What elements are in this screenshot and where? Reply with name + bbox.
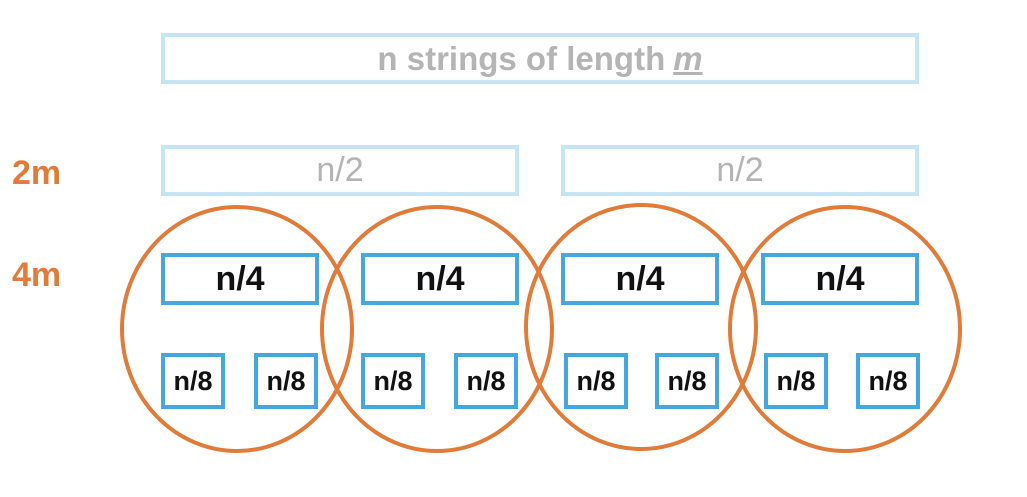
group-circle-1 <box>120 205 354 453</box>
quarter-box-3: n/4 <box>561 253 719 305</box>
group-circle-4 <box>728 205 962 453</box>
quarter-box-1: n/4 <box>161 253 319 305</box>
eighth-box-1: n/8 <box>161 353 225 409</box>
half-box-1: n/2 <box>161 145 519 196</box>
eighth-box-4: n/8 <box>454 353 518 409</box>
group-circle-3 <box>524 203 758 451</box>
eighth-box-2: n/8 <box>254 353 318 409</box>
eighth-box-6: n/8 <box>655 353 719 409</box>
quarter-box-4: n/4 <box>761 253 919 305</box>
eighth-box-8: n/8 <box>856 353 920 409</box>
length-variable: m <box>673 39 703 77</box>
input-strings-label: n strings of length <box>377 39 666 77</box>
level-label-2m: 2m <box>12 154 62 192</box>
half-box-2: n/2 <box>561 145 919 196</box>
eighth-box-5: n/8 <box>564 353 628 409</box>
input-strings-box: n strings of length m <box>161 33 919 84</box>
eighth-box-7: n/8 <box>764 353 828 409</box>
eighth-box-3: n/8 <box>361 353 425 409</box>
group-circle-2 <box>320 205 554 453</box>
level-label-4m: 4m <box>12 256 62 294</box>
quarter-box-2: n/4 <box>361 253 519 305</box>
